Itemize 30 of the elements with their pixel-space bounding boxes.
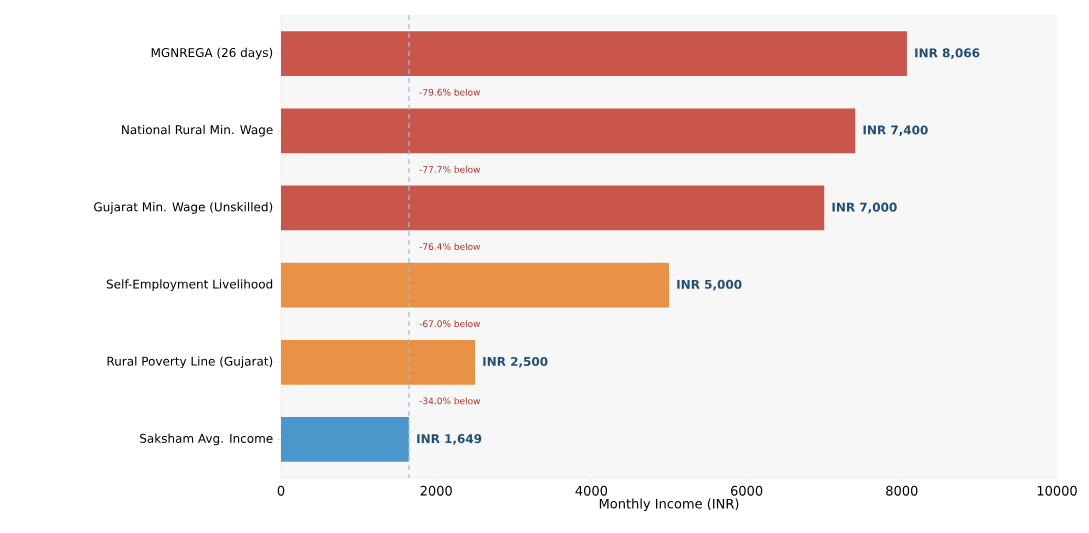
data-label: INR 1,649 bbox=[417, 434, 482, 445]
bar bbox=[281, 31, 907, 76]
y-tick-label: MGNREGA (26 days) bbox=[151, 47, 273, 60]
x-tick-label: 10000 bbox=[1037, 485, 1077, 496]
bar bbox=[281, 417, 409, 462]
bar bbox=[281, 185, 825, 231]
data-label: INR 7,400 bbox=[863, 125, 928, 137]
annotation: -34.0% below bbox=[419, 397, 481, 405]
bar bbox=[281, 108, 856, 154]
y-tick-label: National Rural Min. Wage bbox=[122, 124, 273, 137]
x-tick-label: 2000 bbox=[420, 485, 452, 496]
bar bbox=[281, 339, 476, 385]
y-tick-label: Saksham Avg. Income bbox=[140, 433, 273, 446]
y-tick-label: Self-Employment Livelihood bbox=[106, 279, 273, 291]
y-tick-label: Rural Poverty Line (Gujarat) bbox=[107, 356, 273, 369]
x-tick-label: 0 bbox=[277, 485, 285, 496]
data-label: INR 7,000 bbox=[832, 202, 897, 214]
annotation: -67.0% below bbox=[419, 320, 481, 328]
data-label: INR 2,500 bbox=[483, 356, 548, 368]
data-label: INR 5,000 bbox=[677, 279, 742, 291]
bar bbox=[281, 262, 670, 308]
data-label: INR 8,066 bbox=[915, 48, 980, 59]
x-axis-title: Monthly Income (INR) bbox=[599, 498, 739, 512]
annotation: -79.6% below bbox=[419, 88, 481, 96]
x-tick-label: 8000 bbox=[886, 485, 918, 496]
annotation: -76.4% below bbox=[419, 243, 481, 250]
x-tick-label: 6000 bbox=[730, 485, 763, 496]
annotation: -77.7% below bbox=[419, 165, 481, 173]
y-tick-label: Gujarat Min. Wage (Unskilled) bbox=[94, 202, 273, 214]
x-tick-label: 4000 bbox=[575, 485, 608, 496]
